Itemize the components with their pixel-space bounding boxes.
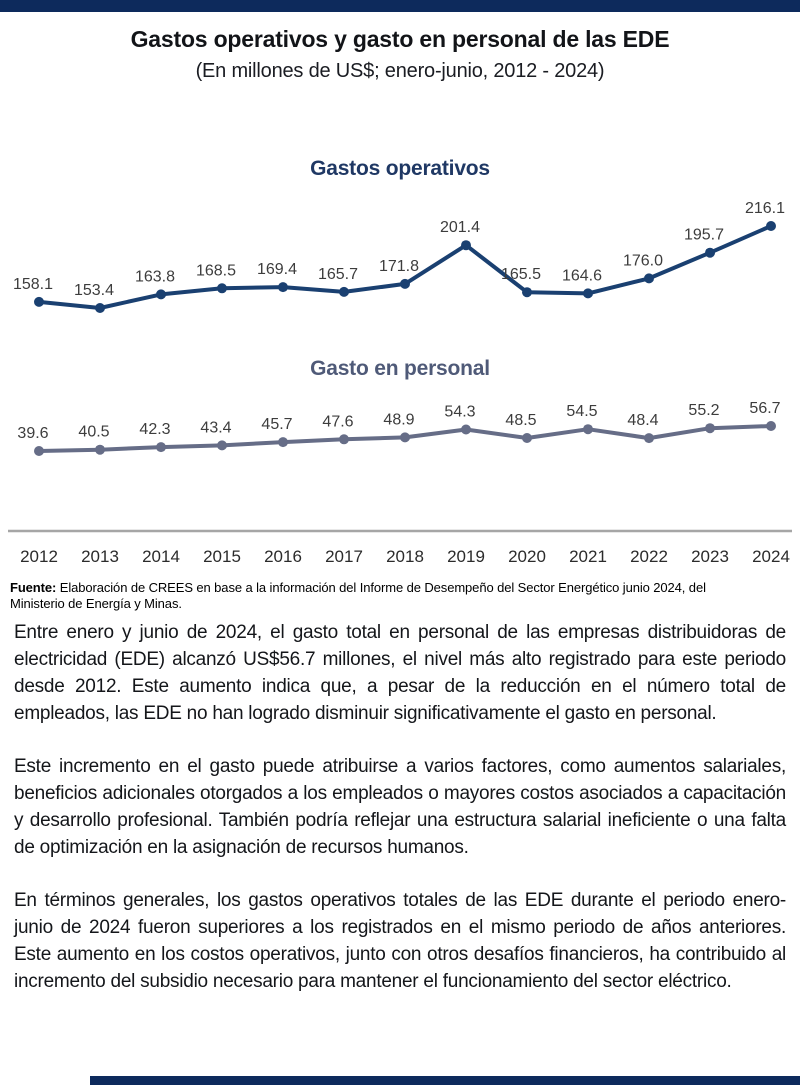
data-label: 216.1 bbox=[745, 200, 785, 217]
data-point bbox=[766, 221, 776, 231]
data-label: 39.6 bbox=[17, 425, 48, 442]
chart-canvas: 158.1 153.4 163.8 168.5 169.4 165.7 171.8 201.4… bbox=[8, 200, 792, 566]
page-subtitle: (En millones de US$; enero-junio, 2012 -… bbox=[195, 60, 605, 82]
data-point bbox=[217, 283, 227, 294]
data-label: 153.4 bbox=[74, 282, 114, 299]
data-label: 45.7 bbox=[261, 416, 292, 433]
data-label: 40.5 bbox=[78, 424, 109, 441]
data-label: 48.9 bbox=[383, 411, 414, 428]
series2-title: Gasto en personal bbox=[310, 357, 490, 380]
data-point bbox=[583, 424, 593, 435]
x-tick-label: 2022 bbox=[630, 547, 668, 566]
data-point bbox=[217, 440, 227, 451]
data-point bbox=[461, 240, 471, 251]
body-text: Entre enero y junio de 2024, el gasto to… bbox=[14, 620, 786, 1022]
data-point bbox=[95, 303, 105, 313]
x-tick-label: 2012 bbox=[20, 547, 58, 566]
data-point bbox=[400, 278, 410, 289]
x-tick-label: 2020 bbox=[508, 547, 546, 566]
data-point bbox=[95, 444, 105, 455]
data-label: 54.3 bbox=[444, 404, 475, 421]
paragraph: Este incremento en el gasto puede atribu… bbox=[14, 755, 786, 858]
data-point bbox=[156, 442, 166, 453]
page-title: Gastos operativos y gasto en personal de… bbox=[130, 26, 670, 52]
paragraph: Entre enero y junio de 2024, el gasto to… bbox=[14, 622, 786, 724]
x-tick-label: 2016 bbox=[264, 547, 302, 566]
x-tick-label: 2015 bbox=[203, 547, 241, 566]
data-label: 165.5 bbox=[501, 266, 541, 283]
series1-title: Gastos operativos bbox=[310, 157, 490, 180]
data-point bbox=[522, 433, 532, 443]
data-label: 201.4 bbox=[440, 219, 480, 236]
x-tick-label: 2013 bbox=[81, 547, 119, 566]
source-text: Elaboración de CREES en base a la inform… bbox=[10, 580, 706, 612]
x-tick-label: 2014 bbox=[142, 547, 180, 566]
x-tick-label: 2018 bbox=[386, 547, 424, 566]
data-label: 195.7 bbox=[684, 227, 724, 244]
bottom-accent-bar bbox=[90, 1076, 800, 1085]
data-label: 158.1 bbox=[13, 276, 53, 293]
data-label: 47.6 bbox=[322, 413, 353, 430]
data-label: 54.5 bbox=[566, 403, 597, 420]
data-point bbox=[278, 437, 288, 448]
x-tick-label: 2021 bbox=[569, 547, 607, 566]
data-point bbox=[461, 424, 471, 435]
data-point bbox=[644, 273, 654, 284]
data-label: 48.5 bbox=[505, 412, 536, 429]
top-accent-bar bbox=[0, 0, 800, 12]
data-label: 176.0 bbox=[623, 252, 663, 269]
data-point bbox=[522, 287, 532, 298]
data-point bbox=[34, 296, 44, 307]
data-label: 55.2 bbox=[688, 402, 719, 419]
x-tick-label: 2017 bbox=[325, 547, 363, 566]
data-point bbox=[339, 434, 349, 445]
x-tick-label: 2019 bbox=[447, 547, 485, 566]
data-label: 42.3 bbox=[139, 421, 170, 438]
data-point bbox=[705, 423, 715, 434]
data-point bbox=[583, 288, 593, 299]
source-note: Fuente: Elaboración de CREES en base a l… bbox=[10, 580, 755, 613]
data-point bbox=[156, 289, 166, 300]
data-point bbox=[705, 247, 715, 258]
data-point bbox=[644, 433, 654, 444]
data-label: 169.4 bbox=[257, 261, 297, 278]
data-label: 165.7 bbox=[318, 266, 358, 283]
data-point bbox=[339, 286, 349, 297]
data-point bbox=[34, 446, 44, 456]
x-tick-label: 2023 bbox=[691, 547, 729, 566]
data-label: 164.6 bbox=[562, 267, 602, 284]
data-label: 163.8 bbox=[135, 268, 175, 285]
data-label: 171.8 bbox=[379, 258, 419, 275]
paragraph: En términos generales, los gastos operat… bbox=[14, 889, 786, 992]
x-tick-label: 2024 bbox=[752, 547, 790, 566]
data-label: 168.5 bbox=[196, 262, 236, 279]
data-label: 48.4 bbox=[627, 412, 658, 429]
data-label: 56.7 bbox=[749, 400, 780, 417]
data-point bbox=[278, 282, 288, 293]
data-point bbox=[400, 432, 410, 443]
data-label: 43.4 bbox=[200, 419, 231, 436]
source-label: Fuente: bbox=[10, 580, 57, 595]
data-point bbox=[766, 421, 776, 431]
